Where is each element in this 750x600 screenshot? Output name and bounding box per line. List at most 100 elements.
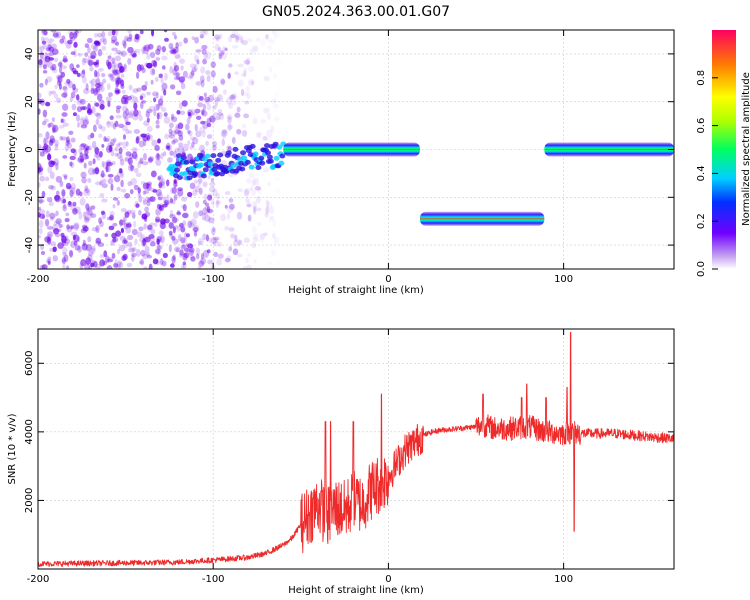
- noise-point: [224, 225, 230, 231]
- colorbar: 0.0 0.2 0.4 0.6 0.8 Normalized spectral ampl…: [696, 30, 750, 277]
- noise-point: [202, 249, 209, 258]
- noise-point: [52, 227, 60, 235]
- noise-point: [170, 130, 177, 136]
- noise-point: [168, 222, 174, 229]
- noise-point: [70, 161, 75, 169]
- noise-point: [155, 259, 161, 265]
- noise-point: [99, 85, 105, 93]
- noise-point: [107, 54, 113, 62]
- noise-point: [273, 61, 277, 68]
- noise-point: [271, 249, 276, 256]
- noise-point: [73, 222, 80, 230]
- noise-point: [163, 112, 168, 117]
- noise-point: [143, 152, 148, 161]
- noise-point: [68, 249, 74, 257]
- noise-point: [62, 190, 66, 197]
- noise-point: [142, 253, 149, 260]
- noise-point: [249, 172, 255, 179]
- noise-point: [56, 97, 61, 104]
- noise-point: [140, 258, 145, 266]
- noise-point: [155, 119, 160, 125]
- noise-point: [235, 34, 239, 43]
- noise-point: [160, 178, 166, 185]
- noise-point: [247, 252, 251, 257]
- noise-point: [38, 108, 41, 115]
- noise-point: [237, 63, 244, 68]
- spectral-segment: [202, 167, 209, 173]
- noise-point: [93, 102, 100, 107]
- noise-point: [197, 177, 203, 184]
- noise-point: [147, 43, 154, 50]
- noise-point: [212, 105, 217, 110]
- noise-point: [135, 203, 140, 208]
- noise-point: [191, 111, 199, 116]
- noise-point: [124, 192, 131, 199]
- noise-point: [98, 217, 103, 224]
- noise-point: [75, 188, 81, 196]
- noise-point: [83, 225, 89, 232]
- noise-point: [180, 65, 184, 71]
- noise-point: [196, 253, 200, 260]
- noise-point: [39, 82, 44, 88]
- noise-point: [87, 177, 92, 183]
- noise-point: [128, 157, 133, 166]
- noise-point: [70, 148, 76, 154]
- noise-point: [205, 234, 209, 242]
- spectral-segment: [267, 158, 274, 164]
- noise-point: [197, 240, 203, 246]
- noise-point: [79, 157, 84, 162]
- noise-point: [80, 171, 87, 179]
- noise-point: [107, 100, 111, 108]
- noise-point: [111, 57, 116, 65]
- noise-point: [189, 71, 195, 79]
- noise-point: [73, 241, 78, 246]
- noise-point: [182, 70, 188, 79]
- noise-point: [255, 196, 261, 204]
- noise-point: [39, 175, 45, 182]
- noise-point: [239, 38, 244, 43]
- spectral-segment: [244, 159, 251, 165]
- spectral-segment: [272, 141, 279, 147]
- noise-point: [154, 144, 160, 152]
- noise-point: [266, 182, 272, 186]
- noise-point: [134, 238, 138, 245]
- noise-point: [177, 189, 184, 197]
- noise-point: [82, 153, 88, 160]
- noise-point: [61, 256, 66, 265]
- noise-point: [231, 136, 236, 144]
- noise-point: [93, 40, 100, 45]
- noise-point: [206, 249, 211, 254]
- noise-point: [43, 143, 49, 151]
- noise-point: [180, 244, 186, 250]
- noise-point: [66, 226, 73, 233]
- noise-point: [149, 134, 153, 141]
- noise-point: [121, 39, 127, 47]
- noise-point: [44, 218, 50, 227]
- noise-point: [269, 215, 275, 220]
- noise-point: [169, 65, 173, 74]
- noise-point: [43, 56, 48, 64]
- noise-point: [155, 188, 162, 197]
- noise-point: [199, 75, 205, 84]
- noise-point: [76, 64, 80, 69]
- noise-point: [203, 53, 208, 59]
- noise-point: [189, 145, 195, 150]
- noise-point: [171, 255, 176, 264]
- noise-point: [62, 246, 68, 255]
- noise-point: [49, 121, 54, 127]
- noise-point: [146, 125, 153, 132]
- noise-point: [62, 55, 68, 63]
- noise-point: [126, 262, 133, 268]
- noise-point: [45, 138, 49, 144]
- noise-point: [87, 134, 92, 140]
- noise-point: [172, 138, 179, 143]
- noise-point: [176, 211, 182, 216]
- noise-point: [61, 136, 68, 141]
- noise-point: [82, 239, 86, 247]
- noise-point: [104, 255, 110, 263]
- noise-point: [161, 82, 168, 91]
- spectral-segment: [192, 171, 199, 177]
- noise-point: [41, 30, 45, 33]
- noise-point: [57, 75, 63, 84]
- noise-point: [115, 50, 122, 55]
